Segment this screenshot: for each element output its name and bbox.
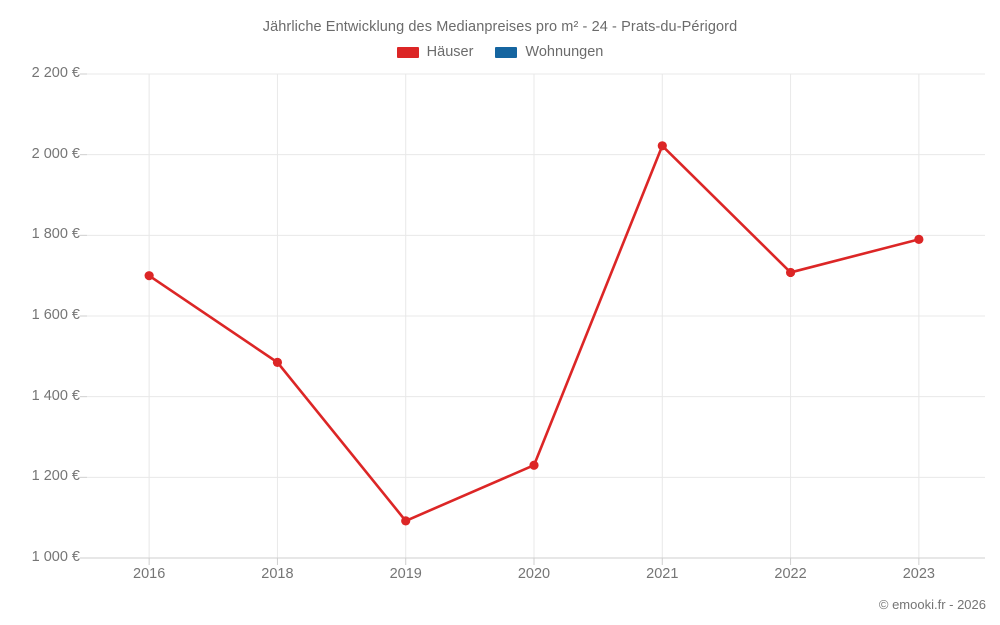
x-axis-tick-label: 2019 xyxy=(389,566,422,582)
data-point-marker[interactable] xyxy=(401,516,411,526)
y-axis-tick-label: 1 000 € xyxy=(31,549,80,565)
x-axis-tick-label: 2023 xyxy=(902,566,935,582)
x-axis-tick-label: 2021 xyxy=(646,566,679,582)
horizontal-gridlines xyxy=(87,73,985,478)
data-point-marker[interactable] xyxy=(272,357,283,367)
axis-lines xyxy=(87,73,985,559)
data-point-häuser-2022[interactable] xyxy=(783,264,799,280)
y-tick-marks xyxy=(80,73,87,559)
series-markers xyxy=(144,141,924,526)
legend-label-wohnungen: Wohnungen xyxy=(525,44,604,60)
data-point-marker[interactable] xyxy=(785,267,796,278)
legend-item-wohnungen[interactable]: Wohnungen xyxy=(495,44,603,60)
legend-label-hauser: Häuser xyxy=(426,44,474,60)
footer-credit: © emooki.fr - 2026 xyxy=(878,597,986,612)
legend-item-hauser[interactable]: Häuser xyxy=(396,44,474,60)
y-axis-labels: 2 200 € 2 000 € 1 800 € 1 600 € 1 400 € 1 200… xyxy=(0,0,80,625)
chart-legend: Häuser Wohnungen xyxy=(0,44,1000,60)
y-axis-tick-label: 1 800 € xyxy=(31,226,80,243)
data-point-marker[interactable] xyxy=(144,271,154,281)
data-point-marker[interactable] xyxy=(657,141,667,151)
y-axis-tick-label: 1 200 € xyxy=(31,468,80,485)
vertical-gridlines xyxy=(148,74,920,558)
data-point-marker[interactable] xyxy=(914,234,924,244)
x-axis-tick-label: 2022 xyxy=(774,566,807,582)
data-point-häuser-2021[interactable] xyxy=(654,138,670,154)
data-point-häuser-2019[interactable] xyxy=(398,513,414,529)
x-tick-marks xyxy=(148,558,920,565)
y-axis-tick-label: 2 200 € xyxy=(31,65,80,81)
x-axis-tick-label: 2018 xyxy=(261,566,294,582)
x-axis-tick-label: 2020 xyxy=(517,566,551,582)
legend-swatch-wohnungen xyxy=(495,46,518,58)
x-axis-tick-label: 2016 xyxy=(133,566,166,582)
y-axis-tick-label: 1 600 € xyxy=(31,307,80,323)
data-point-häuser-2016[interactable] xyxy=(141,268,157,284)
y-axis-tick-label: 2 000 € xyxy=(31,145,80,162)
legend-swatch-hauser xyxy=(396,46,419,58)
data-point-marker[interactable] xyxy=(529,460,539,470)
chart-title: Jährliche Entwicklung des Medianpreises … xyxy=(262,19,738,35)
y-axis-tick-label: 1 400 € xyxy=(31,387,80,404)
